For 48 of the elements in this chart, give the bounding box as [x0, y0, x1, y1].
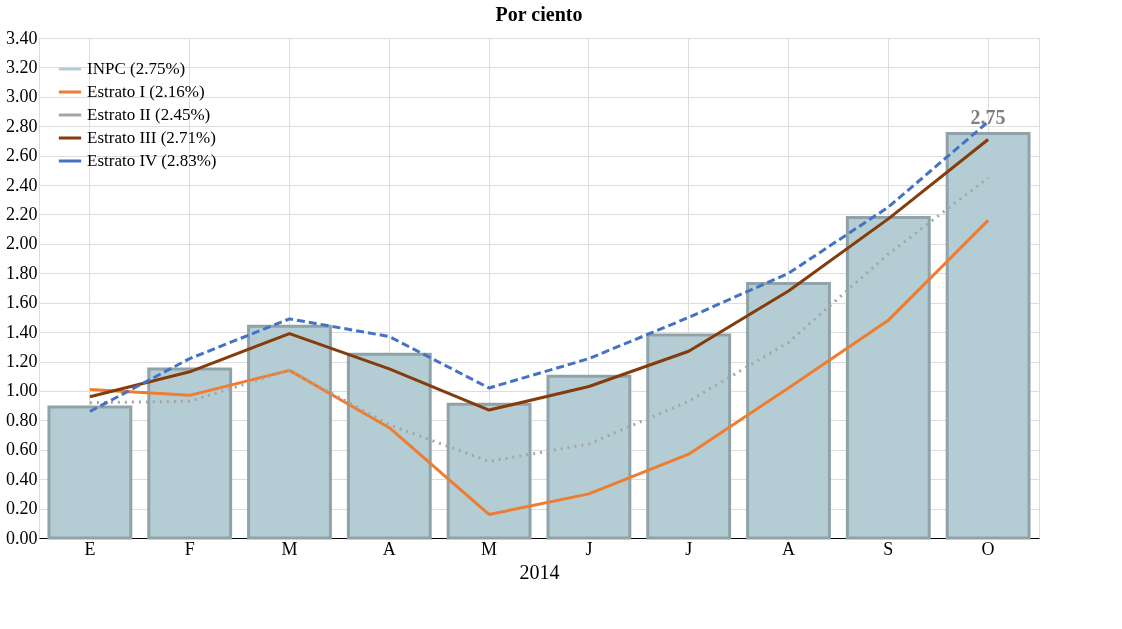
- y-tick-label: 2.80: [6, 115, 38, 136]
- line-series: [88, 218, 990, 516]
- y-tick-label: 3.40: [6, 27, 38, 48]
- legend-label: Estrato IV (2.83%): [87, 151, 217, 170]
- y-tick-label: 1.80: [6, 262, 38, 283]
- x-tick-label: A: [782, 538, 795, 559]
- y-tick-label: 3.00: [6, 86, 38, 107]
- y-tick-label: 2.60: [6, 145, 38, 166]
- y-tick-label: 1.60: [6, 292, 38, 313]
- x-tick-label: M: [281, 538, 298, 559]
- bar: [845, 215, 931, 540]
- annotation: 2.75: [970, 105, 1006, 128]
- bar: [746, 282, 831, 540]
- y-tick-label: 3.20: [6, 56, 38, 77]
- y-tick-label: 0.00: [6, 527, 38, 548]
- legend-label: Estrato II (2.45%): [87, 105, 211, 124]
- bar: [346, 352, 432, 540]
- x-tick-label: J: [685, 538, 693, 559]
- bar: [646, 333, 732, 540]
- bar: [247, 324, 332, 540]
- x-tick-label: S: [883, 538, 894, 559]
- x-tick-label: F: [184, 538, 195, 559]
- bar: [446, 402, 532, 540]
- y-tick-label: 2.20: [6, 203, 38, 224]
- x-tick-label: O: [981, 538, 995, 559]
- line-series: [88, 176, 990, 464]
- y-tick-label: 0.80: [6, 409, 38, 430]
- y-tick-label: 1.20: [6, 351, 38, 372]
- x-tick-label: M: [481, 538, 498, 559]
- x-tick-label: E: [84, 538, 96, 559]
- y-tick-label: 2.00: [6, 233, 38, 254]
- y-tick-label: 1.00: [6, 380, 38, 401]
- x-tick-label: A: [382, 538, 396, 559]
- y-tick-label: 1.40: [6, 321, 38, 342]
- legend-label: Estrato III (2.71%): [87, 128, 216, 147]
- bar: [47, 405, 133, 540]
- y-tick-label: 0.40: [6, 468, 38, 489]
- legend-label: INPC (2.75%): [87, 59, 186, 78]
- bar: [546, 374, 632, 540]
- bar: [945, 132, 1031, 540]
- y-tick-label: 0.60: [6, 439, 38, 460]
- y-tick-label: 0.20: [6, 498, 38, 519]
- y-tick-label: 2.40: [6, 174, 38, 195]
- bar: [147, 367, 233, 540]
- legend-label: Estrato I (2.16%): [87, 82, 205, 101]
- x-tick-label: J: [585, 538, 593, 559]
- x-axis-title: 2014: [519, 560, 560, 583]
- chart-title: Por ciento: [495, 3, 583, 25]
